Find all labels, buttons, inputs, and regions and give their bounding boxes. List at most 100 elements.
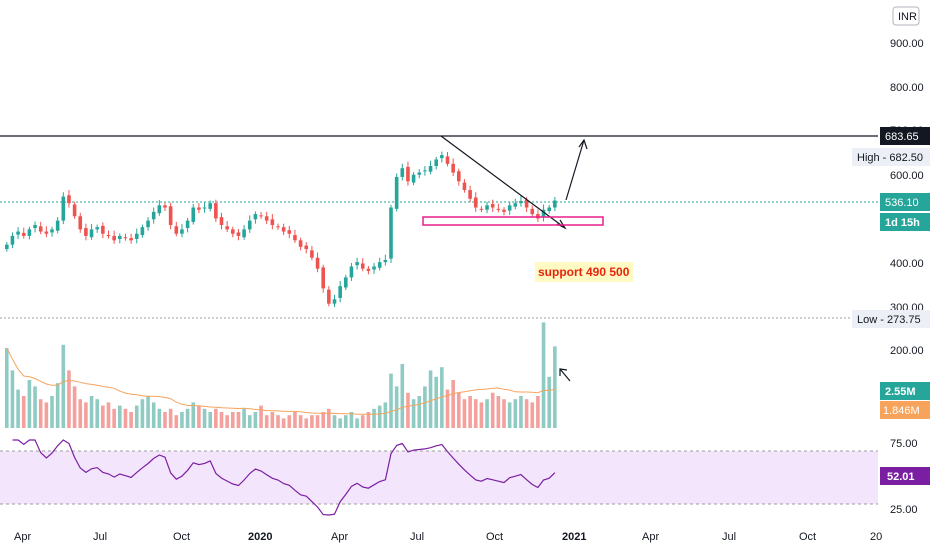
volume-arrow[interactable] bbox=[559, 368, 571, 382]
candle-body bbox=[27, 229, 32, 236]
candle-body bbox=[264, 216, 269, 221]
candle-body bbox=[10, 235, 15, 245]
volume-bar bbox=[185, 408, 190, 428]
volume-bar bbox=[360, 415, 365, 428]
volume-bar bbox=[377, 405, 382, 428]
volume-bar bbox=[219, 412, 224, 428]
volume-bar bbox=[84, 402, 88, 428]
volume-bar bbox=[247, 415, 252, 428]
resistance-tag-label: 683.65 bbox=[885, 131, 919, 143]
volume-ma-line bbox=[6, 347, 555, 415]
candle-body bbox=[406, 166, 410, 182]
rsi-tag bbox=[880, 467, 930, 485]
volume-bar bbox=[298, 415, 303, 428]
volume-bar bbox=[485, 399, 489, 428]
candle-body bbox=[84, 228, 88, 236]
volume-bar bbox=[507, 402, 512, 428]
candle-body bbox=[349, 266, 354, 278]
candle-body bbox=[338, 286, 342, 298]
x-tick: Apr bbox=[331, 531, 348, 543]
volume-bar bbox=[366, 412, 371, 428]
volume-bar bbox=[389, 373, 393, 428]
currency-button[interactable] bbox=[892, 6, 920, 26]
volume-bar bbox=[202, 408, 207, 428]
candle-body bbox=[208, 203, 212, 209]
candle-body bbox=[101, 225, 105, 234]
volume-bar bbox=[451, 380, 455, 428]
candle-body bbox=[140, 227, 145, 236]
candle-body bbox=[479, 208, 484, 210]
volume-bar bbox=[16, 389, 20, 428]
volume-tag bbox=[880, 382, 930, 400]
candle-body bbox=[202, 207, 207, 209]
candle-body bbox=[304, 245, 309, 250]
candle-body bbox=[457, 171, 461, 182]
candle-body bbox=[44, 231, 49, 234]
volume-bar bbox=[462, 399, 467, 428]
candle-body bbox=[530, 208, 535, 215]
x-tick: Jul bbox=[722, 531, 736, 543]
volume-bar bbox=[496, 396, 501, 428]
candle-body bbox=[134, 233, 139, 239]
volume-bar bbox=[327, 408, 331, 428]
candle-body bbox=[72, 204, 77, 217]
volume-bar bbox=[440, 367, 444, 428]
candle-body bbox=[541, 209, 546, 218]
candle-body bbox=[547, 207, 551, 212]
x-tick: Oct bbox=[799, 531, 816, 543]
candle-body bbox=[236, 232, 241, 236]
candle-body bbox=[225, 226, 229, 230]
volume-bar bbox=[140, 399, 145, 428]
volume-bar bbox=[61, 344, 66, 428]
rsi-line bbox=[12, 439, 556, 516]
candle-body bbox=[355, 262, 359, 266]
candle-body bbox=[524, 199, 529, 208]
volume-bar bbox=[50, 396, 54, 428]
x-tick: Apr bbox=[642, 531, 659, 543]
volume-bar bbox=[338, 418, 342, 428]
candle-body bbox=[129, 238, 133, 241]
volume-bar bbox=[225, 415, 229, 428]
volume-bar bbox=[524, 399, 529, 428]
candle-body bbox=[293, 235, 297, 241]
volume-arrowhead bbox=[559, 368, 568, 376]
breakout-arrow[interactable] bbox=[565, 139, 585, 201]
volume-bar bbox=[134, 405, 139, 428]
candle-body bbox=[366, 268, 371, 271]
candle-body bbox=[462, 182, 467, 191]
candle-body bbox=[219, 217, 224, 225]
volume-bar bbox=[281, 418, 286, 428]
volume-bar bbox=[197, 405, 201, 428]
candle-body bbox=[310, 250, 314, 258]
volume-bar bbox=[44, 402, 49, 428]
candle-body bbox=[270, 219, 275, 225]
candle-body bbox=[5, 244, 9, 250]
support-zone-box[interactable] bbox=[422, 216, 604, 226]
volume-bar bbox=[400, 364, 405, 428]
volume-bar bbox=[276, 415, 280, 428]
candle-body bbox=[163, 205, 167, 208]
x-tick: Jul bbox=[93, 531, 107, 543]
volume-bar bbox=[89, 396, 94, 428]
volume-bar bbox=[293, 412, 297, 428]
volume-bar bbox=[479, 402, 484, 428]
volume-bar bbox=[536, 396, 540, 428]
candle-body bbox=[445, 156, 450, 164]
volume-bar bbox=[519, 396, 523, 428]
candle-body bbox=[411, 174, 416, 183]
price-tick: 400.00 bbox=[890, 258, 924, 270]
candle-body bbox=[490, 204, 495, 208]
candle-body bbox=[507, 205, 512, 211]
x-tick: 20 bbox=[870, 531, 882, 543]
candle-body bbox=[33, 224, 37, 229]
candle-body bbox=[440, 155, 444, 159]
volume-bar bbox=[180, 412, 184, 428]
volume-bar bbox=[168, 408, 173, 428]
candle-body bbox=[89, 229, 94, 238]
price-tick: 600.00 bbox=[890, 170, 924, 182]
volume-bar bbox=[242, 408, 246, 428]
downtrend-line[interactable] bbox=[440, 135, 566, 229]
candle-body bbox=[95, 227, 99, 230]
candle-body bbox=[146, 220, 150, 228]
